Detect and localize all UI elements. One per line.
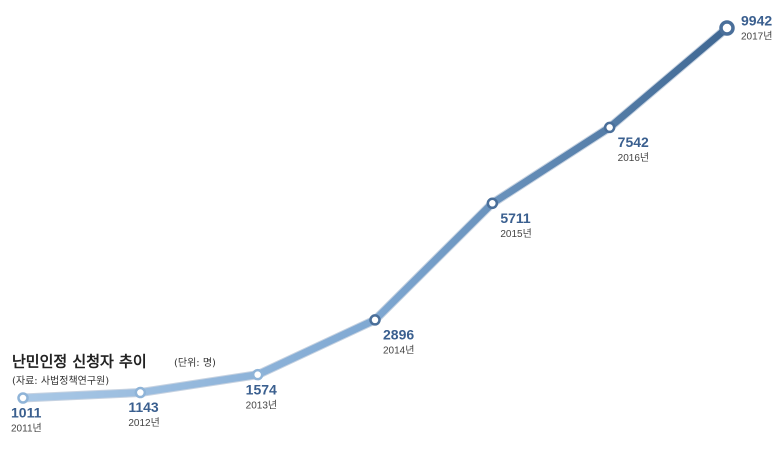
chart-title: 난민인정 신청자 추이 (12, 353, 147, 371)
x-label: 2015년 (500, 228, 531, 240)
x-label: 2012년 (128, 417, 159, 429)
point (486, 197, 499, 210)
point (17, 392, 29, 404)
point (134, 386, 147, 399)
value-label: 7542 (618, 134, 649, 150)
value-label: 1011 (11, 405, 42, 421)
x-label: 2011년 (11, 423, 42, 435)
x-label: 2014년 (383, 345, 414, 357)
value-label: 1143 (128, 399, 159, 415)
point (251, 368, 264, 381)
line (22, 25, 730, 402)
x-label: 2017년 (741, 31, 772, 43)
value-label: 1574 (246, 381, 277, 397)
point (719, 20, 735, 36)
value-label: 2896 (383, 327, 414, 343)
line-shadow (22, 24, 730, 403)
source: (자료: 사법정책연구원) (12, 375, 109, 387)
point (369, 314, 381, 326)
x-label: 2016년 (618, 152, 649, 164)
unit: (단위: 명) (174, 356, 216, 369)
value-label: 5711 (500, 210, 531, 226)
x-label: 2013년 (246, 399, 277, 411)
value-label: 9942 (741, 13, 772, 29)
point (603, 121, 616, 134)
